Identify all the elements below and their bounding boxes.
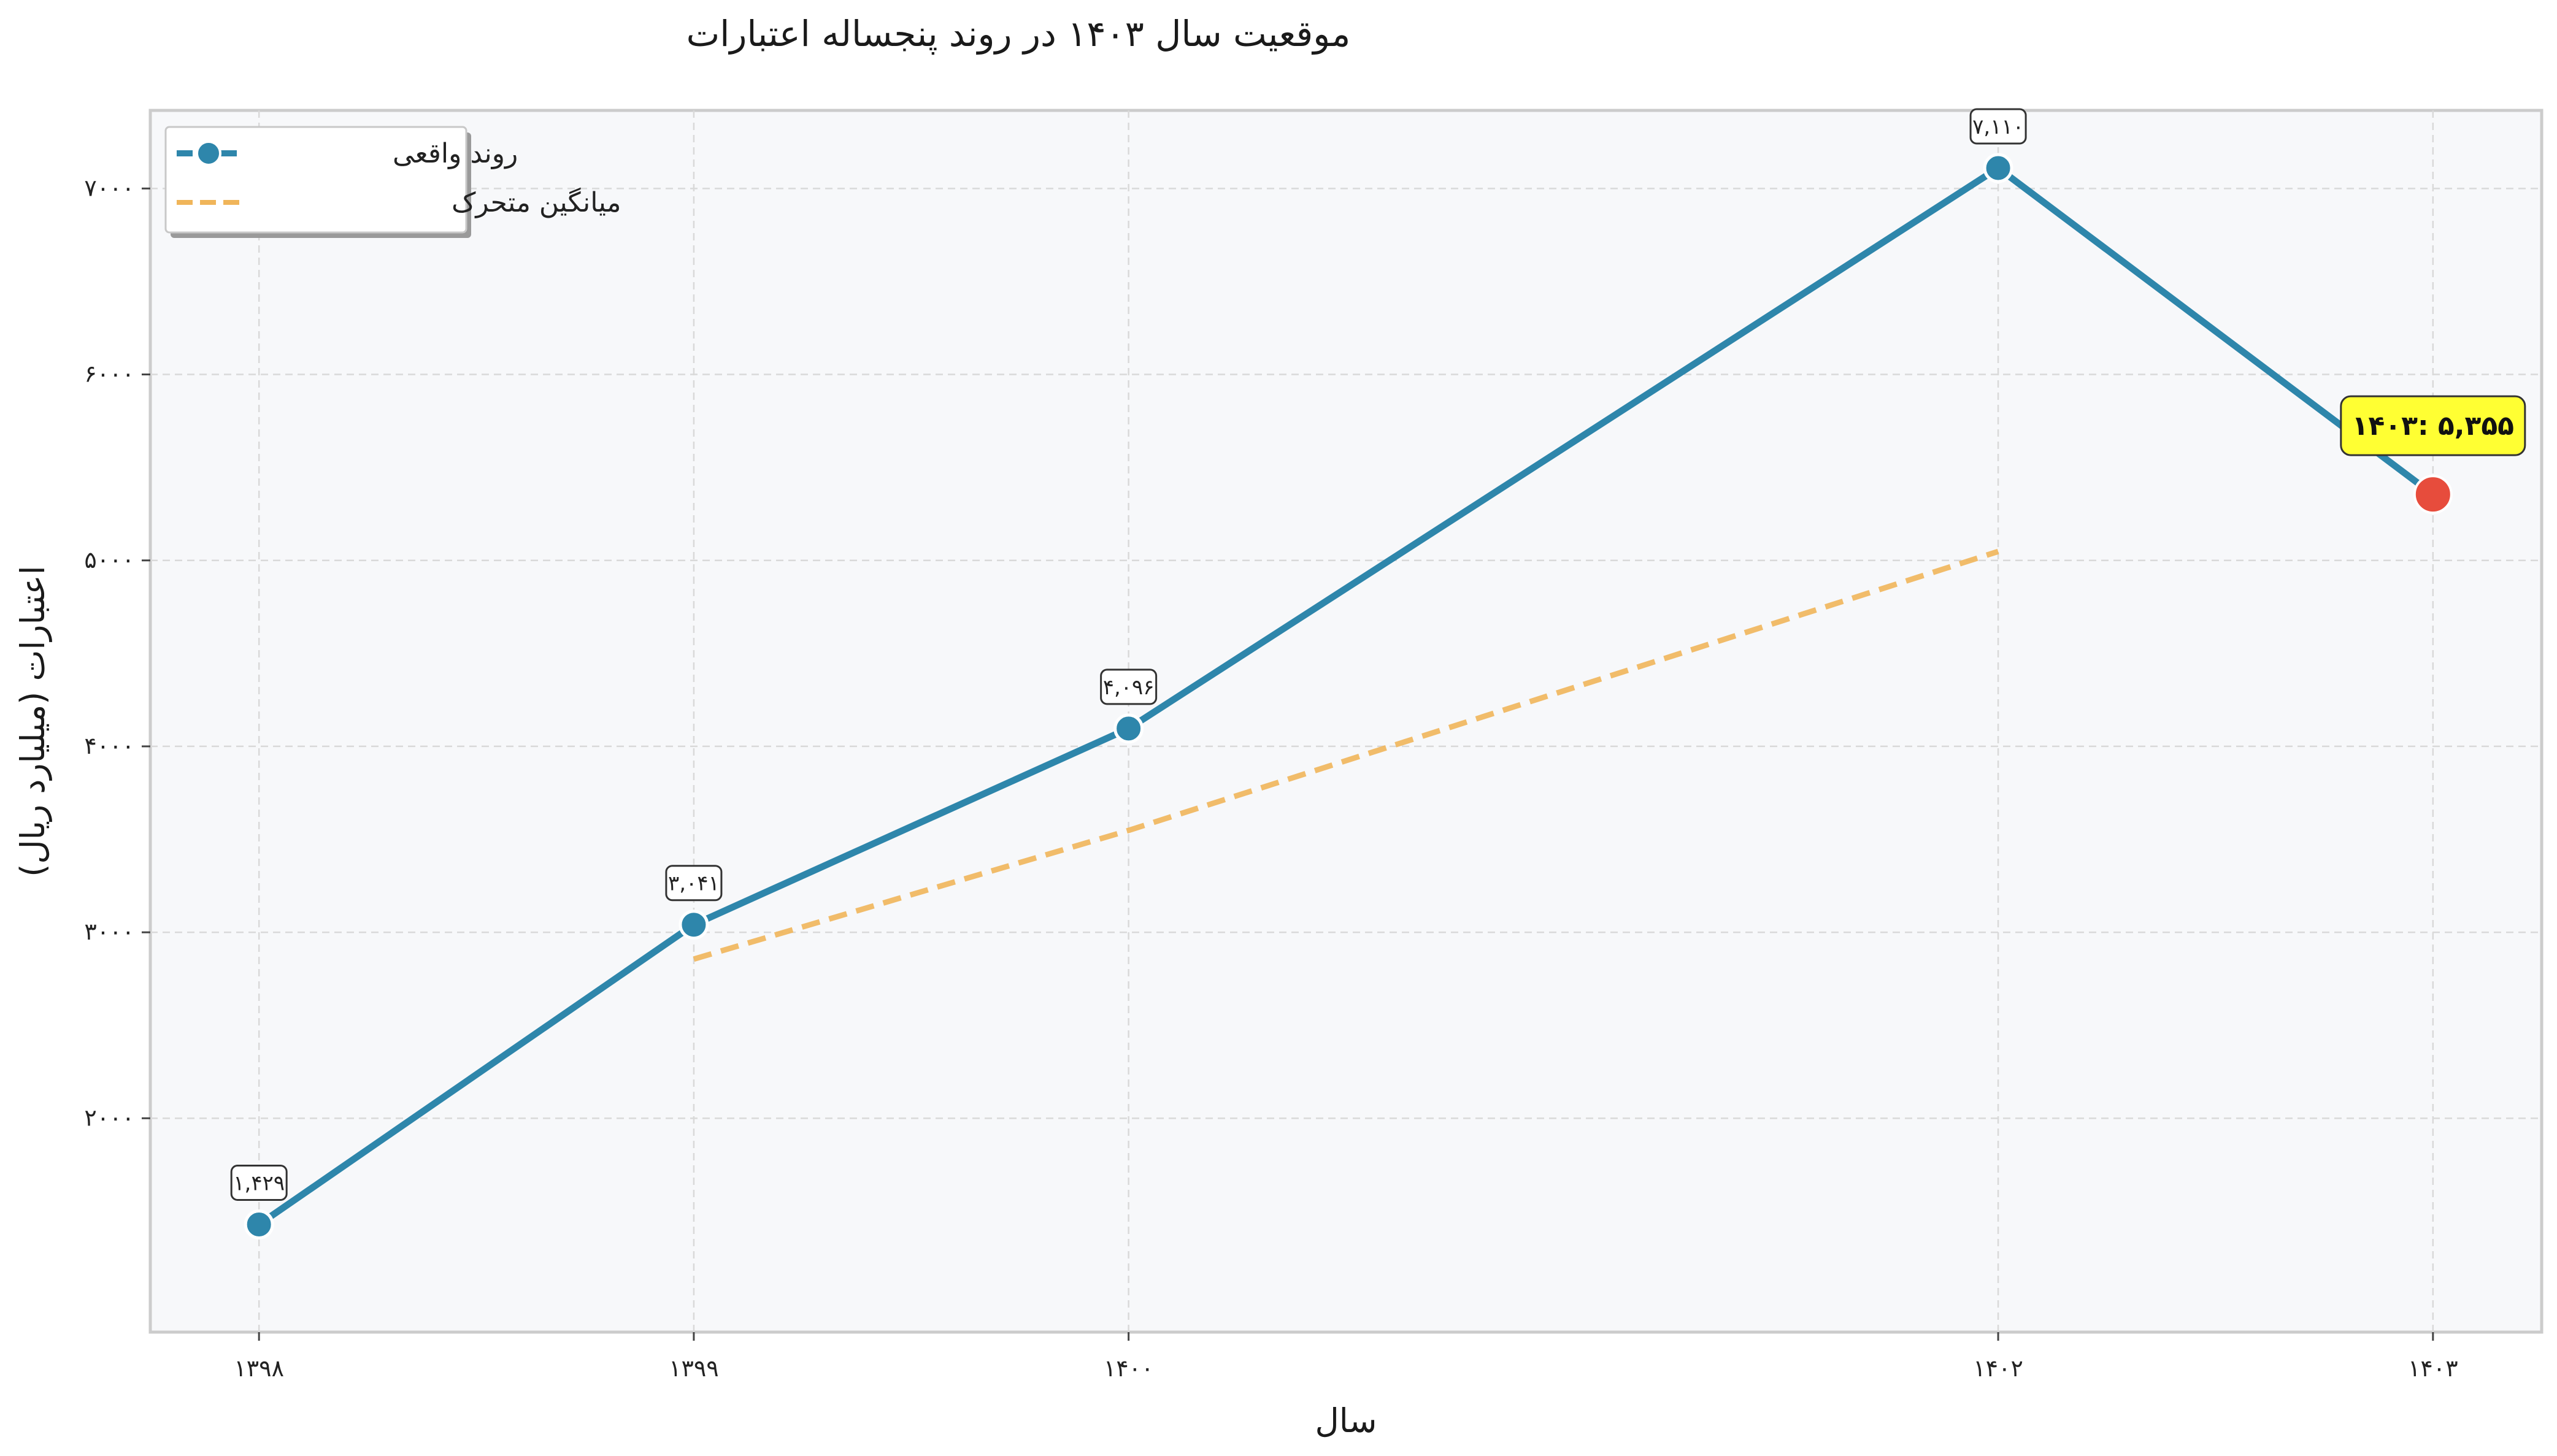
chart-title: موقعیت سال ۱۴۰۳ در روند پنجساله اعتبارات	[686, 13, 1351, 55]
x-tick-label: ۱۳۹۸	[234, 1355, 284, 1382]
data-point	[1983, 153, 2013, 183]
x-tick-label: ۱۴۰۲	[1973, 1355, 2023, 1382]
series-layer	[244, 153, 2453, 1240]
data-label: ۴,۰۹۶	[1100, 669, 1158, 705]
x-axis-label: سال	[1315, 1401, 1377, 1440]
data-label: ۳,۰۴۱	[665, 865, 723, 902]
x-tick-label: ۱۴۰۰	[1104, 1355, 1154, 1382]
y-tick-label: ۴۰۰۰	[84, 732, 134, 759]
data-label-box	[665, 865, 723, 902]
highlight-label: ۱۴۰۳: ۵,۳۵۵	[2352, 410, 2514, 442]
legend-box	[164, 126, 467, 234]
data-label-box	[1100, 669, 1158, 705]
y-tick-label: ۳۰۰۰	[84, 918, 134, 945]
data-label-box	[230, 1164, 288, 1201]
x-tick-label: ۱۳۹۹	[669, 1355, 719, 1382]
data-point	[679, 910, 709, 940]
highlight-callout: ۱۴۰۳: ۵,۳۵۵	[2340, 395, 2526, 456]
plot-area	[148, 109, 2544, 1334]
grid	[150, 110, 2542, 1332]
highlight-marker	[2413, 475, 2453, 515]
y-tick-label: ۵۰۰۰	[84, 546, 134, 573]
x-tick-label: ۱۴۰۳	[2408, 1355, 2458, 1382]
data-point	[1113, 713, 1144, 744]
y-tick-label: ۲۰۰۰	[84, 1104, 134, 1131]
legend: روند واقعی میانگین متحرک	[164, 126, 621, 238]
legend-label-moving-average: میانگین متحرک	[452, 187, 621, 218]
legend-label-actual: روند واقعی	[393, 138, 518, 169]
series-line-moving-average	[693, 548, 1999, 962]
data-label-text: ۳,۰۴۱	[668, 872, 720, 896]
data-label-box	[1969, 108, 2027, 145]
data-label: ۷,۱۱۰	[1969, 108, 2027, 145]
y-axis-label: اعتبارات (میلیارد ریال)	[13, 565, 52, 876]
data-label: ۱,۴۲۹	[230, 1164, 288, 1201]
y-tick-label: ۷۰۰۰	[84, 174, 134, 201]
data-labels: ۱,۴۲۹ ۳,۰۴۱ ۴,۰۹۶ ۷,۱۱۰ ۱۴۰۳: ۵,۳۵۵	[230, 108, 2526, 1201]
highlight-box	[2340, 395, 2526, 456]
data-point	[244, 1209, 274, 1240]
data-label-text: ۱,۴۲۹	[233, 1171, 285, 1195]
legend-marker-actual	[196, 140, 221, 166]
data-label-text: ۴,۰۹۶	[1103, 675, 1155, 700]
y-tick-label: ۶۰۰۰	[84, 361, 134, 388]
axes: ۲۰۰۰ ۳۰۰۰ ۴۰۰۰ ۵۰۰۰ ۶۰۰۰ ۷۰۰۰ ۱۳۹۸ ۱۳۹۹ ۱۴۰۰ ۱۴۰۲…	[84, 174, 2458, 1382]
data-label-text: ۷,۱۱۰	[1972, 115, 2024, 139]
